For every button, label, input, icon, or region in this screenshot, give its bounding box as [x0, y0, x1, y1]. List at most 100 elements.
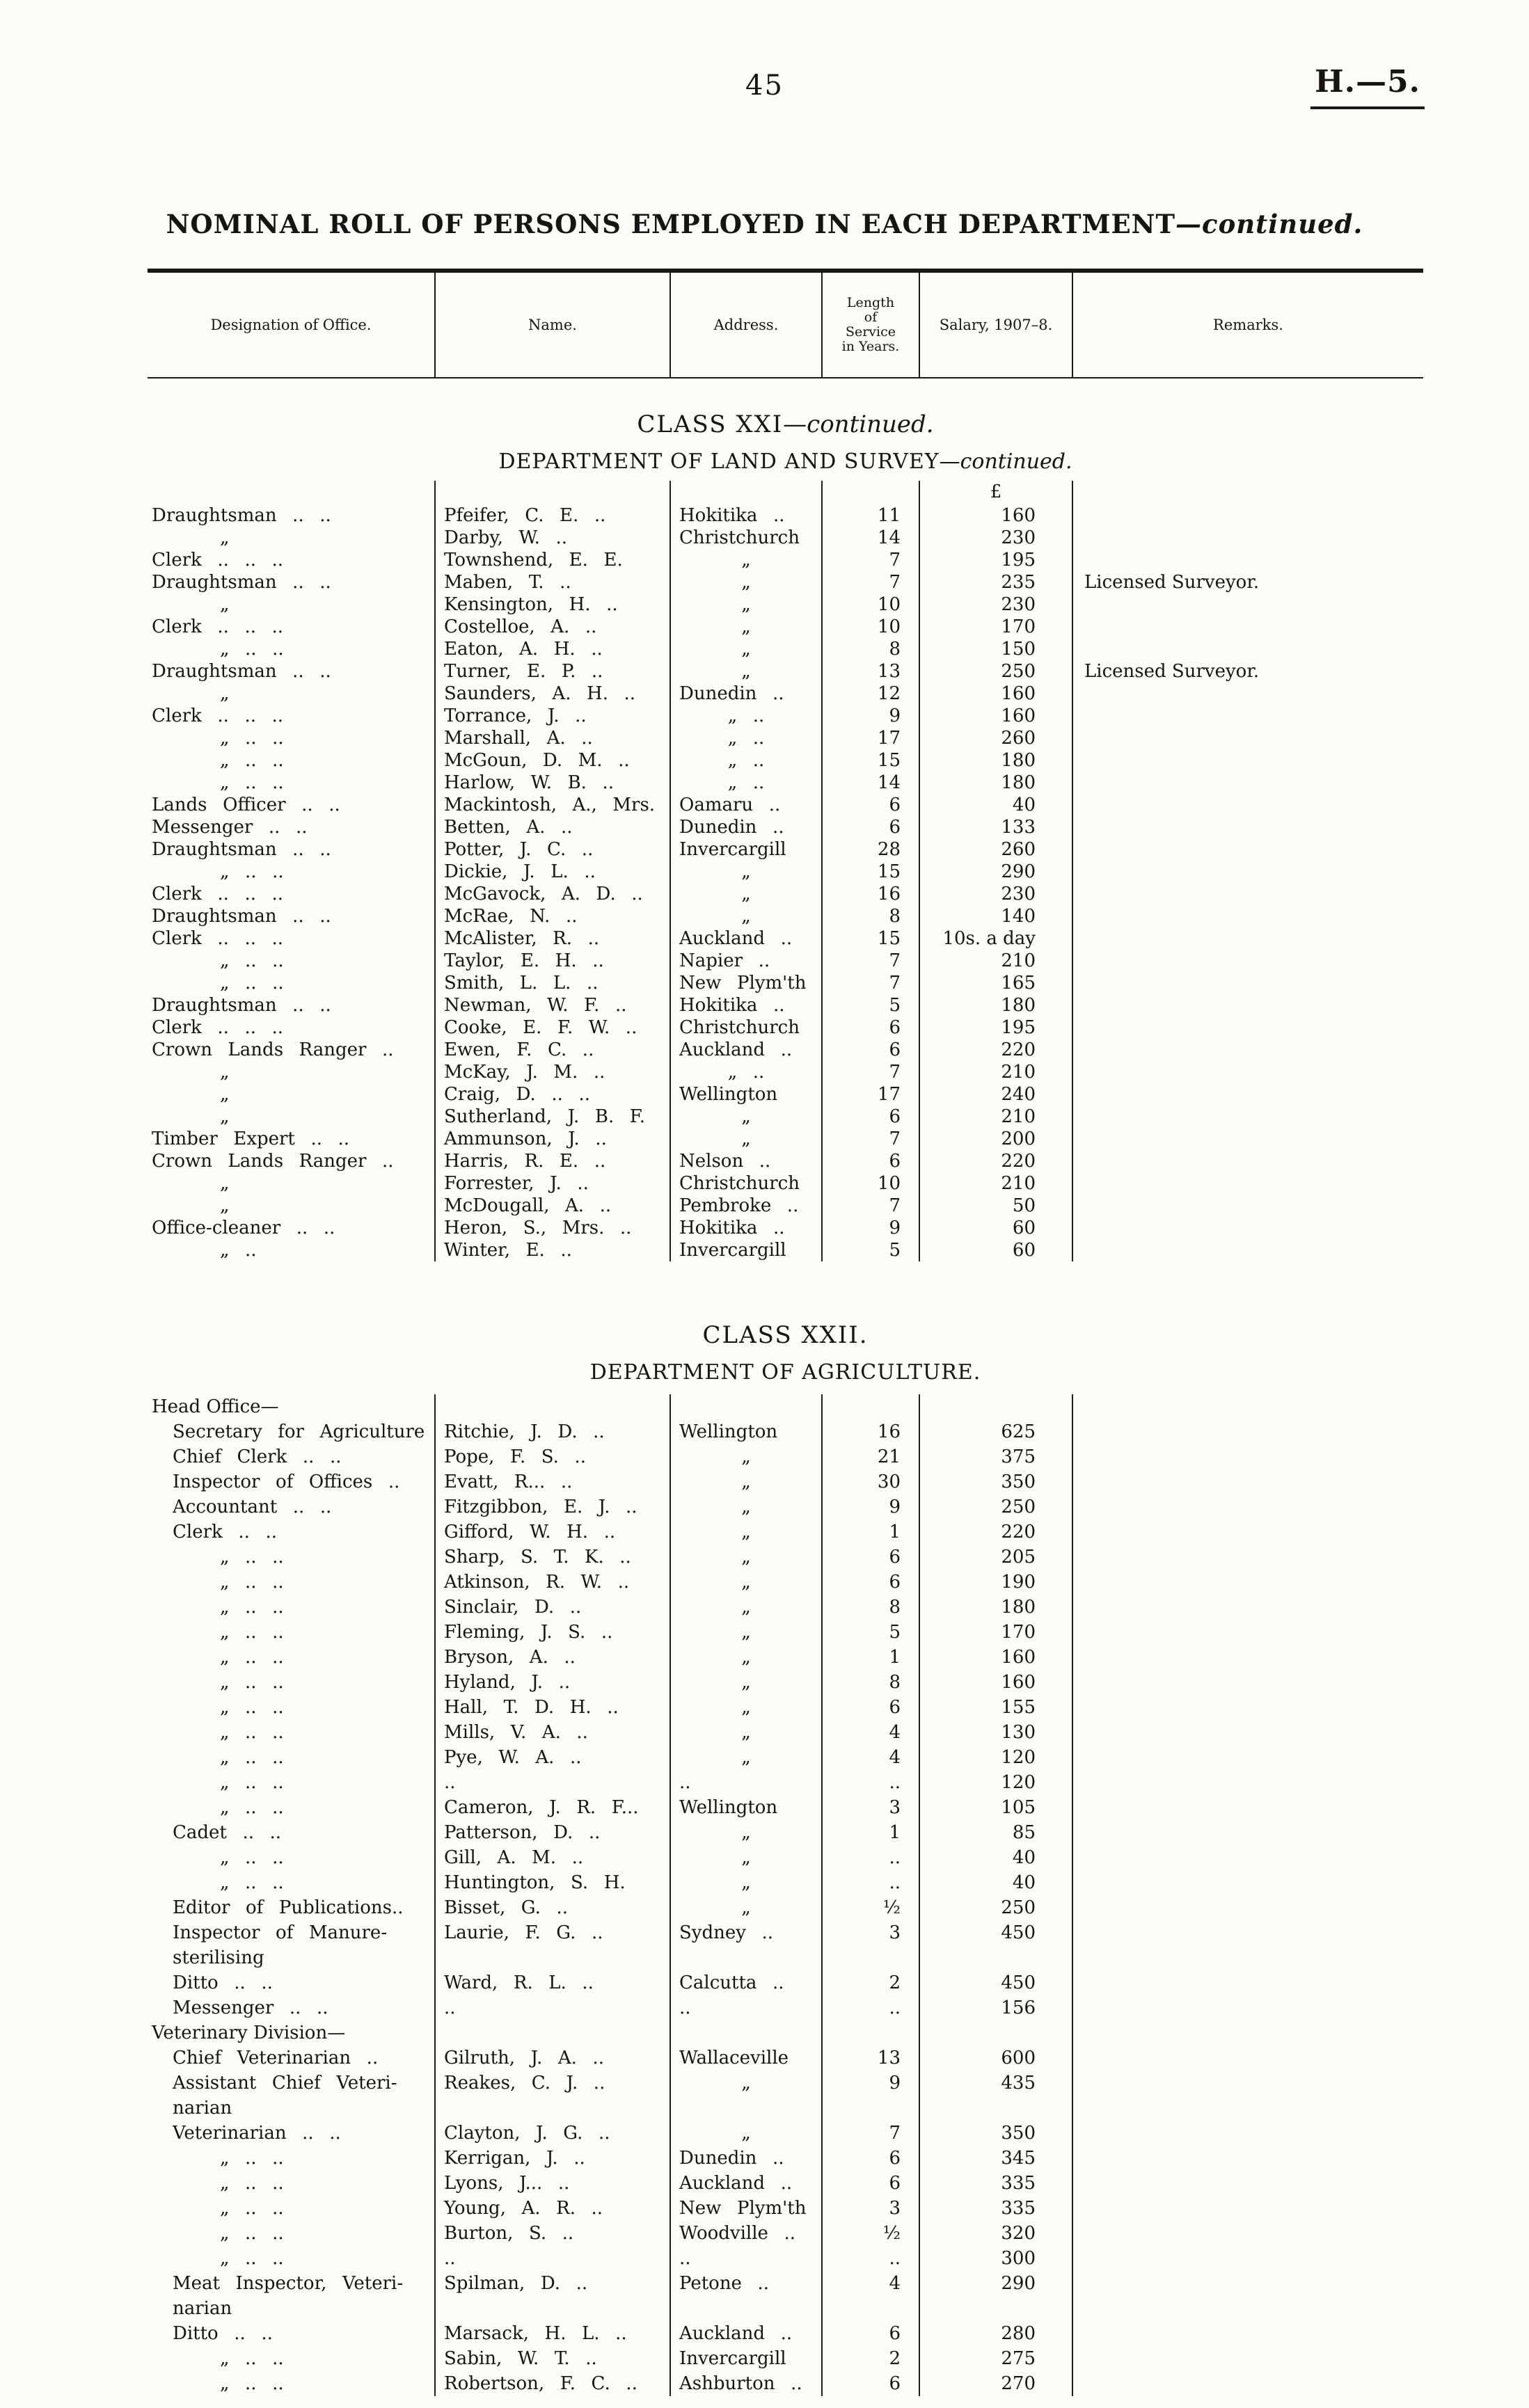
- cell-designation: Meat Inspector, Veteri- narian: [173, 2273, 404, 2319]
- table-row: Draughtsman .. .. Pfeifer, C. E. .. Hokiti…: [148, 504, 1423, 527]
- cell-name: Sabin, W. T. ..: [434, 2346, 670, 2371]
- table-row: Clerk .. .. .. Townshend, E. E. „ 7 195: [148, 549, 1423, 571]
- cell-salary: 260: [919, 838, 1072, 861]
- cell-salary: 600: [919, 2046, 1072, 2071]
- table-row: „ Sutherland, J. B. F. „ 6 210: [148, 1106, 1423, 1128]
- cell-remarks: [1072, 994, 1423, 1016]
- table-row: „ .. .. Atkinson, R. W. .. „ 6 190: [148, 1570, 1423, 1595]
- cell-designation: Clerk .. ..: [173, 1522, 277, 1542]
- cell-service-years: 28: [821, 838, 919, 861]
- cell-name: Bisset, G. ..: [434, 1895, 670, 1920]
- cell-designation: Draughtsman .. ..: [152, 995, 331, 1016]
- cell-address: „ ..: [670, 772, 821, 794]
- cell-address: Wallaceville: [670, 2046, 821, 2071]
- cell-address: „: [670, 660, 821, 683]
- cell-service-years: 6: [821, 1695, 919, 1720]
- table-row: Clerk .. .. Gifford, W. H. .. „ 1 220: [148, 1520, 1423, 1545]
- cell-remarks: [1072, 616, 1423, 638]
- cell-service-years: ½: [821, 1895, 919, 1920]
- cell-salary: 235: [919, 571, 1072, 593]
- cell-address: Auckland ..: [670, 1039, 821, 1061]
- table-row: Messenger .. ........ 156: [148, 1995, 1423, 2020]
- table-header-row: Designation of Office. Name. Address. Le…: [148, 269, 1423, 378]
- cell-salary: 195: [919, 549, 1072, 571]
- cell-name: Taylor, E. H. ..: [434, 950, 670, 972]
- cell-salary: 335: [919, 2171, 1072, 2196]
- cell-address: „ ..: [670, 749, 821, 772]
- cell-remarks: [1072, 1039, 1423, 1061]
- cell-designation: Assistant Chief Veteri- narian: [173, 2073, 397, 2119]
- cell-service-years: 3: [821, 1795, 919, 1820]
- cell-service-years: 8: [821, 1670, 919, 1695]
- group-label: Veterinary Division—: [152, 2023, 346, 2043]
- cell-remarks: [1072, 1106, 1423, 1128]
- cell-remarks: [1072, 1128, 1423, 1150]
- cell-designation: „ .. ..: [220, 973, 284, 994]
- cell-address: „: [670, 1128, 821, 1150]
- cell-service-years: ..: [821, 1995, 919, 2020]
- cell-designation: Draughtsman .. ..: [152, 661, 331, 682]
- cell-salary: 450: [919, 1970, 1072, 1995]
- cell-name: Torrance, J. ..: [434, 705, 670, 727]
- cell-address: Nelson ..: [670, 1150, 821, 1172]
- cell-service-years: ..: [821, 2246, 919, 2271]
- cell-name: Newman, W. F. ..: [434, 994, 670, 1016]
- cell-service-years: 1: [821, 1820, 919, 1845]
- cell-name: Harlow, W. B. ..: [434, 772, 670, 794]
- cell-name: McRae, N. ..: [434, 905, 670, 927]
- cell-remarks: [1072, 593, 1423, 616]
- cell-address: „: [670, 1595, 821, 1620]
- cell-remarks: [1072, 1745, 1423, 1770]
- cell-name: Marshall, A. ..: [434, 727, 670, 749]
- cell-designation: Clerk .. .. ..: [152, 705, 284, 726]
- cell-salary: 180: [919, 749, 1072, 772]
- table-row: Clerk .. .. .. Cooke, E. F. W. .. Christch…: [148, 1016, 1423, 1039]
- cell-remarks: [1072, 1394, 1423, 1419]
- cell-salary: 85: [919, 1820, 1072, 1845]
- cell-service-years: 6: [821, 1545, 919, 1570]
- cell-address: „: [670, 905, 821, 927]
- cell-designation: „ .. ..: [220, 772, 284, 793]
- cell-service-years: 21: [821, 1444, 919, 1469]
- cell-remarks: [1072, 481, 1423, 504]
- cell-designation: „: [220, 1173, 230, 1194]
- cell-remarks: [1072, 1494, 1423, 1520]
- cell-service-years: 2: [821, 2346, 919, 2371]
- cell-designation: „ .. ..: [220, 950, 284, 971]
- table-row: „ .. .. Sabin, W. T. .. Invercargill 2 275: [148, 2346, 1423, 2371]
- cell-salary: 160: [919, 1670, 1072, 1695]
- cell-address: Christchurch: [670, 527, 821, 549]
- cell-name: Patterson, D. ..: [434, 1820, 670, 1845]
- cell-remarks: [1072, 1016, 1423, 1039]
- cell-remarks: [1072, 638, 1423, 660]
- cell-remarks: [1072, 905, 1423, 927]
- table-row: Crown Lands Ranger .. Harris, R. E. .. Nel…: [148, 1150, 1423, 1172]
- cell-name: Pye, W. A. ..: [434, 1745, 670, 1770]
- table-row: Clerk .. .. .. Costelloe, A. .. „ 10 170: [148, 616, 1423, 638]
- cell-designation: „ .. ..: [220, 1772, 284, 1793]
- cell-remarks: [1072, 549, 1423, 571]
- cell-name: [434, 2020, 670, 2046]
- cell-service-years: 1: [821, 1645, 919, 1670]
- cell-name: Hyland, J. ..: [434, 1670, 670, 1695]
- cell-salary: 120: [919, 1745, 1072, 1770]
- table-row: „ .. .. Burton, S. .. Woodville .. ½ 320: [148, 2221, 1423, 2246]
- cell-designation: „: [220, 1195, 230, 1216]
- cell-service-years: 6: [821, 2146, 919, 2171]
- table-row: „ .. .. McGoun, D. M. .. „ .. 15 180: [148, 749, 1423, 772]
- cell-address: „: [670, 616, 821, 638]
- cell-service-years: [821, 1394, 919, 1419]
- cell-designation: Clerk .. .. ..: [152, 884, 284, 904]
- cell-remarks: [1072, 683, 1423, 705]
- cell-designation: „ .. ..: [220, 750, 284, 771]
- cell-service-years: ..: [821, 1770, 919, 1795]
- cell-name: Ward, R. L. ..: [434, 1970, 670, 1995]
- cell-address: „: [670, 1520, 821, 1545]
- cell-designation: „ .. ..: [220, 1847, 284, 1868]
- cell-address: [670, 481, 821, 504]
- cell-remarks: [1072, 705, 1423, 727]
- table-row: Ditto .. .. Marsack, H. L. .. Auckland .. 6…: [148, 2321, 1423, 2346]
- cell-name: Betten, A. ..: [434, 816, 670, 838]
- cell-service-years: 16: [821, 883, 919, 905]
